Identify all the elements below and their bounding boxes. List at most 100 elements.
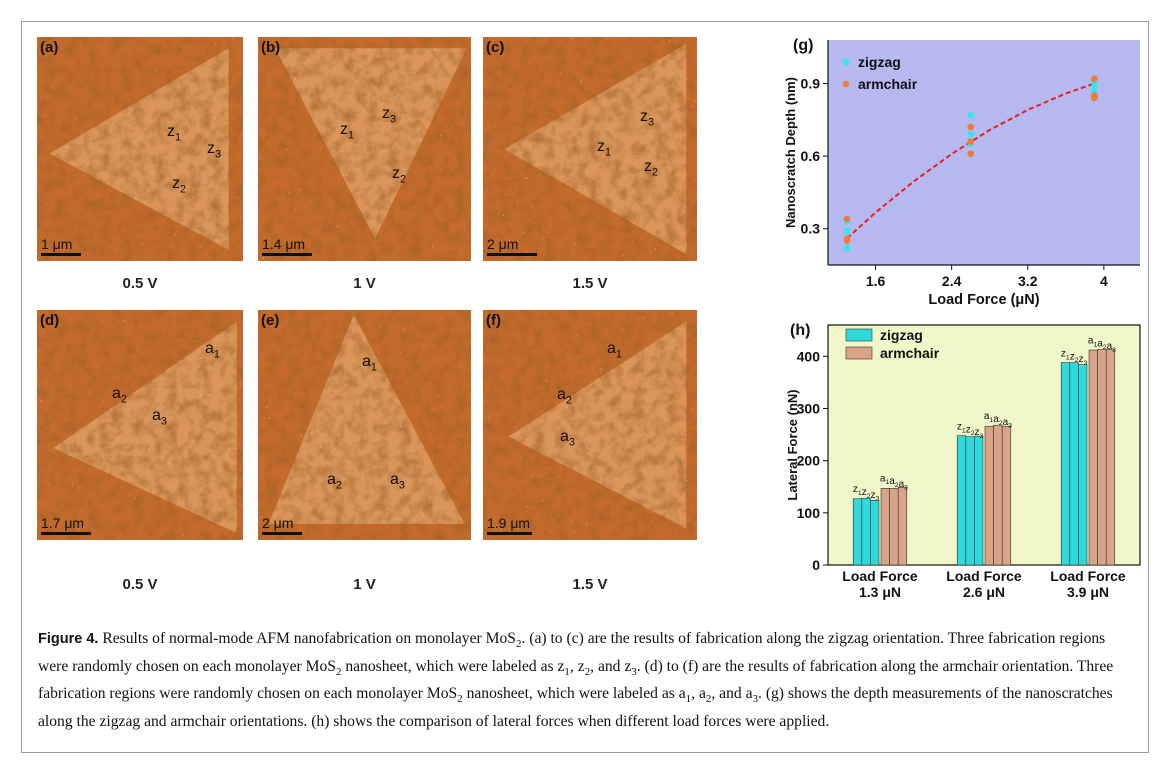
legend-marker [842, 58, 850, 66]
legend-swatch [845, 328, 873, 342]
label-base: z [1070, 351, 1075, 362]
label-subscript: 3 [648, 116, 654, 128]
afm-image [483, 310, 697, 540]
scale-bar [41, 532, 91, 535]
scratch-label: z1 [597, 138, 611, 158]
label-subscript: 3 [1008, 423, 1012, 430]
caption-subscript: 2 [335, 665, 342, 678]
caption-text: , and z [590, 657, 632, 675]
caption-subscript: 1 [564, 665, 570, 678]
voltage-label: 1 V [353, 576, 376, 593]
voltage-label: 1.5 V [572, 576, 607, 593]
label-base: a [1003, 417, 1009, 428]
bar [965, 436, 975, 566]
bar [880, 488, 890, 566]
bar [1088, 349, 1098, 566]
x-tick-label: Load Force [842, 568, 918, 584]
voltage-label: 0.5 V [122, 275, 157, 292]
label-subscript: 3 [399, 479, 405, 491]
panel-label: (h) [790, 322, 810, 339]
bar [984, 425, 994, 566]
scratch-label: z2 [172, 175, 186, 195]
label-subscript: 2 [566, 394, 572, 406]
panel-label: (e) [261, 312, 279, 329]
caption-text: , a [691, 685, 706, 703]
data-point [1091, 92, 1098, 99]
scratch-label: a2 [112, 385, 127, 405]
label-subscript: 3 [1083, 360, 1087, 367]
label-subscript: 3 [875, 496, 879, 503]
label-base: a [607, 340, 616, 357]
label-subscript: 1 [371, 361, 377, 373]
caption-subscript: 3 [631, 665, 637, 678]
fit-curve [846, 82, 1095, 240]
label-base: z [870, 490, 875, 501]
label-subscript: 3 [569, 436, 575, 448]
label-subscript: 2 [999, 420, 1003, 427]
label-subscript: 3 [390, 113, 396, 125]
scratch-label: a3 [390, 471, 405, 491]
label-base: z [1078, 354, 1083, 365]
label-base: a [557, 386, 566, 403]
scale-bar [487, 253, 537, 256]
panel-label: (d) [40, 312, 59, 329]
panel-label: (c) [486, 39, 504, 56]
x-tick-label: 3.9 μN [1067, 584, 1109, 600]
label-base: a [993, 414, 999, 425]
label-subscript: 3 [161, 415, 167, 427]
bar [861, 497, 871, 566]
label-base: a [889, 476, 895, 487]
afm-particles [483, 310, 697, 540]
data-point [967, 131, 974, 138]
scratch-label: a3 [560, 428, 575, 448]
label-base: z [974, 427, 979, 438]
label-subscript: 1 [989, 417, 993, 424]
label-base: a [1088, 336, 1094, 347]
caption-subscript: 2 [515, 638, 522, 651]
label-subscript: 2 [971, 430, 975, 437]
label-base: a [560, 428, 569, 445]
label-subscript: 2 [336, 479, 342, 491]
label-base: a [112, 385, 121, 402]
label-base: z [167, 123, 175, 140]
caption-subscript: 1 [685, 693, 692, 706]
bar-label: a1a2a3 [880, 473, 908, 491]
label-subscript: 2 [400, 173, 406, 185]
scratch-label: z1 [340, 121, 354, 141]
scratch-label: a1 [607, 340, 622, 360]
scale-bar-label: 1.7 μm [41, 515, 84, 531]
voltage-label: 1 V [353, 275, 376, 292]
caption-subscript: 2 [705, 693, 712, 706]
legend-label: armchair [858, 76, 918, 92]
caption-text: . (d) to (f) are the results of fabricat… [38, 657, 1114, 703]
bar-label: z1z2z3 [957, 422, 984, 440]
bar [870, 500, 880, 566]
x-tick-label: 1.3 μN [859, 584, 901, 600]
y-tick-label: 200 [797, 453, 821, 469]
data-point [967, 138, 974, 145]
label-base: z [640, 108, 648, 125]
scale-bar [41, 253, 81, 256]
afm-image [258, 37, 471, 261]
x-axis-label: Load Force (μN) [928, 292, 1039, 308]
panel-label: (g) [793, 37, 813, 54]
label-subscript: 2 [1075, 357, 1079, 364]
scratch-label: z1 [167, 123, 181, 143]
x-tick-label: 4 [1100, 273, 1108, 289]
label-subscript: 3 [904, 485, 908, 492]
label-base: a [1107, 341, 1113, 352]
bar [1069, 362, 1079, 566]
scale-bar-label: 1.9 μm [487, 515, 530, 531]
label-base: a [880, 473, 886, 484]
y-tick-label: 100 [797, 505, 821, 521]
label-subscript: 1 [1093, 341, 1097, 348]
label-subscript: 1 [616, 348, 622, 360]
caption-text: nanosheet, which were labeled as a [462, 685, 686, 703]
scratch-label: a1 [362, 353, 377, 373]
scratch-label: a2 [327, 471, 342, 491]
scale-bar-label: 1 μm [41, 236, 72, 252]
label-base: z [207, 140, 215, 157]
x-tick-label: 3.2 [1018, 273, 1038, 289]
data-point [843, 227, 851, 235]
